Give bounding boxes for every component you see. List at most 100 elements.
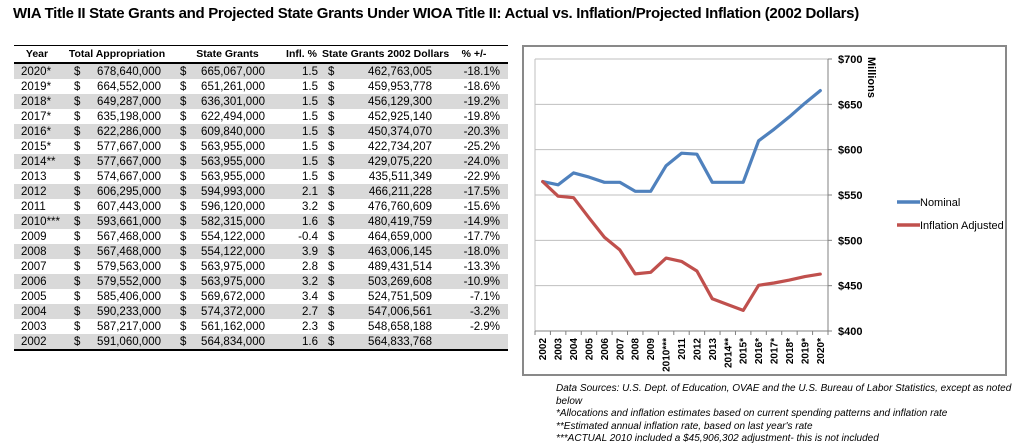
header-pct-change: % +/-	[440, 45, 508, 64]
pct-change-cell: -15.6%	[463, 200, 500, 213]
legend-inflation-label: Inflation Adjusted	[920, 220, 1004, 232]
inflation-cell: 1.6	[281, 214, 322, 229]
grants-chart: $400 $450 $500 $550 $600 $650 $700 Millions 2002…	[522, 45, 1007, 376]
state-grants-cell: $596,120,000	[174, 199, 281, 214]
appropriation-cell: $606,295,000	[60, 184, 174, 199]
year-cell: 2002	[14, 334, 60, 350]
grants-2002-cell: $452,925,140	[322, 109, 440, 124]
header-year: Year	[14, 45, 60, 64]
amount: 463,006,145	[368, 245, 432, 258]
dollar-sign: $	[74, 290, 81, 303]
appropriation-cell: $590,233,000	[60, 304, 174, 319]
table-row: 2017* $635,198,000 $622,494,000 1.5 $452,925…	[14, 109, 508, 124]
dollar-sign: $	[180, 110, 187, 123]
amount: 489,431,514	[368, 260, 432, 273]
amount: 564,834,000	[201, 335, 265, 348]
amount: 582,315,000	[201, 215, 265, 228]
year-cell: 2017*	[21, 110, 52, 123]
dollar-sign: $	[180, 200, 187, 213]
amount: 464,659,000	[368, 230, 432, 243]
pct-change-cell: -25.2%	[463, 140, 500, 153]
amount: 651,261,000	[201, 80, 265, 93]
y-axis-label: $650	[838, 99, 862, 111]
x-axis-label: 2003	[554, 338, 565, 361]
amount: 577,667,000	[97, 140, 161, 153]
amount: 480,419,759	[368, 215, 432, 228]
amount: 579,563,000	[97, 260, 161, 273]
amount: 435,511,349	[368, 170, 432, 183]
inflation-cell: 3.4	[302, 290, 318, 303]
y-axis-label: $600	[838, 145, 862, 157]
state-grants-cell: $651,261,000	[174, 79, 281, 94]
table-row: 2003 $587,217,000 $561,162,000 2.3 $548,658,…	[14, 319, 508, 334]
inflation-cell: 3.9	[281, 244, 322, 259]
dollar-sign: $	[180, 125, 187, 138]
amount: 450,374,070	[368, 125, 432, 138]
dollar-sign: $	[180, 245, 187, 258]
appropriation-cell: $607,443,000	[60, 199, 174, 214]
dollar-sign: $	[328, 305, 335, 318]
dollar-sign: $	[328, 290, 335, 303]
dollar-sign: $	[328, 245, 335, 258]
grants-2002-cell: $564,833,768	[322, 334, 440, 350]
dollar-sign: $	[74, 230, 81, 243]
table-row: 2018* $649,287,000 $636,301,000 1.5 $456,129…	[14, 94, 508, 109]
pct-change-cell: -19.2%	[440, 94, 508, 109]
amount: 606,295,000	[97, 185, 161, 198]
state-grants-cell: $574,372,000	[174, 304, 281, 319]
header-appropriation: Total Appropriation	[60, 45, 174, 64]
dollar-sign: $	[328, 80, 335, 93]
amount: 678,640,000	[97, 65, 161, 78]
pct-change-cell: -24.0%	[440, 154, 508, 169]
year-cell: 2012	[14, 184, 60, 199]
dollar-sign: $	[328, 335, 335, 348]
table-row: 2007 $579,563,000 $563,975,000 2.8 $489,431,…	[14, 259, 508, 274]
inflation-cell: 3.2	[281, 274, 322, 289]
dollar-sign: $	[328, 275, 335, 288]
page-title: WIA Title II State Grants and Projected …	[13, 5, 859, 22]
dollar-sign: $	[74, 305, 81, 318]
pct-change-cell: -7.1%	[469, 290, 500, 303]
dollar-sign: $	[74, 65, 81, 78]
inflation-cell: 2.7	[281, 304, 322, 319]
amount: 452,925,140	[368, 110, 432, 123]
state-grants-cell: $609,840,000	[174, 124, 281, 139]
state-grants-cell: $563,955,000	[174, 154, 281, 169]
amount: 607,443,000	[97, 200, 161, 213]
amount: 593,661,000	[97, 215, 161, 228]
amount: 422,734,207	[368, 140, 432, 153]
dollar-sign: $	[328, 200, 335, 213]
year-cell: 2019*	[21, 80, 52, 93]
table-row: 2006 $579,552,000 $563,975,000 3.2 $503,269,…	[14, 274, 508, 289]
x-axis-label: 2009	[646, 338, 657, 361]
grants-2002-cell: $547,006,561	[322, 304, 440, 319]
amount: 574,372,000	[201, 305, 265, 318]
dollar-sign: $	[74, 170, 81, 183]
table-row: 2004 $590,233,000 $574,372,000 2.7 $547,006,…	[14, 304, 508, 319]
amount: 609,840,000	[201, 125, 265, 138]
pct-change-cell	[440, 334, 508, 350]
amount: 622,494,000	[201, 110, 265, 123]
amount: 476,760,609	[368, 200, 432, 213]
header-grants-2002: State Grants 2002 Dollars	[322, 45, 449, 64]
amount: 587,217,000	[97, 320, 161, 333]
dollar-sign: $	[74, 245, 81, 258]
dollar-sign: $	[328, 155, 335, 168]
x-axis-label: 2011	[677, 338, 688, 360]
amount: 561,162,000	[201, 320, 265, 333]
appropriation-cell: $587,217,000	[60, 319, 174, 334]
appropriation-cell: $579,563,000	[60, 259, 174, 274]
grants-2002-cell: $503,269,608	[322, 274, 440, 289]
year-cell: 2004	[14, 304, 60, 319]
dollar-sign: $	[74, 95, 81, 108]
year-cell: 2011	[21, 200, 46, 213]
dollar-sign: $	[180, 95, 187, 108]
appropriation-cell: $591,060,000	[60, 334, 174, 350]
inflation-cell: 1.5	[302, 170, 318, 183]
footnote-line: Data Sources: U.S. Dept. of Education, O…	[556, 383, 1012, 407]
dollar-sign: $	[328, 320, 335, 333]
table-row: 2015* $577,667,000 $563,955,000 1.5 $422,734…	[14, 139, 508, 154]
year-cell: 2006	[14, 274, 60, 289]
grants-table: Year Total Appropriation State Grants In…	[14, 45, 508, 351]
